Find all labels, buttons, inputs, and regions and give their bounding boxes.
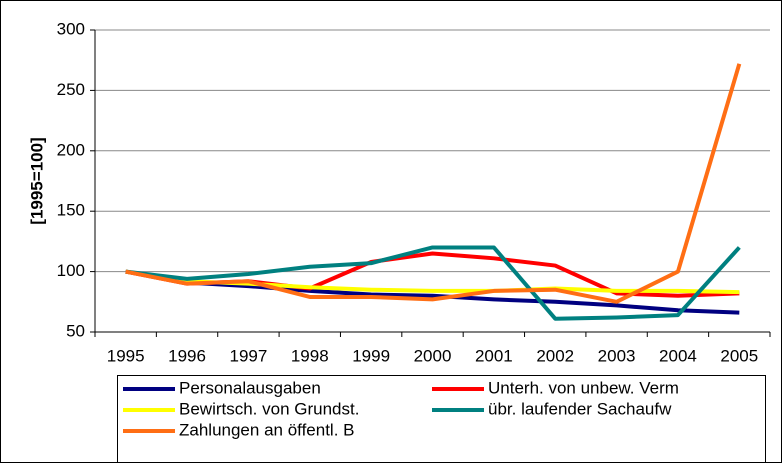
- y-tick-label: 50: [66, 321, 85, 340]
- x-tick-label: 1997: [229, 346, 267, 365]
- y-tick-label: 100: [57, 261, 85, 280]
- x-tick-label: 1996: [168, 346, 206, 365]
- line-series: [125, 269, 740, 315]
- x-tick-label: 2001: [475, 346, 513, 365]
- legend-label: übr. laufender Sachaufw: [488, 399, 672, 418]
- y-tick-label: 150: [57, 201, 85, 220]
- line-series: [125, 245, 741, 321]
- legend-label: Unterh. von unbew. Verm: [488, 378, 679, 397]
- y-tick-label: 300: [57, 19, 85, 38]
- x-tick-label: 1999: [352, 346, 390, 365]
- legend-label: Bewirtsch. von Grundst.: [179, 399, 359, 418]
- x-tick-label: 2000: [414, 346, 452, 365]
- x-tick-label: 2004: [659, 346, 697, 365]
- y-axis-label: [1995=100]: [27, 137, 46, 224]
- legend-label: Zahlungen an öffentl. B: [179, 420, 355, 439]
- x-tick-label: 2003: [598, 346, 636, 365]
- legend-label: Personalausgaben: [179, 378, 321, 397]
- y-tick-label: 200: [57, 140, 85, 159]
- x-tick-label: 2005: [720, 346, 758, 365]
- y-tick-label: 250: [57, 80, 85, 99]
- x-tick-label: 1995: [107, 346, 145, 365]
- line-series: [125, 63, 742, 304]
- x-tick-label: 1998: [291, 346, 329, 365]
- x-tick-label: 2002: [536, 346, 574, 365]
